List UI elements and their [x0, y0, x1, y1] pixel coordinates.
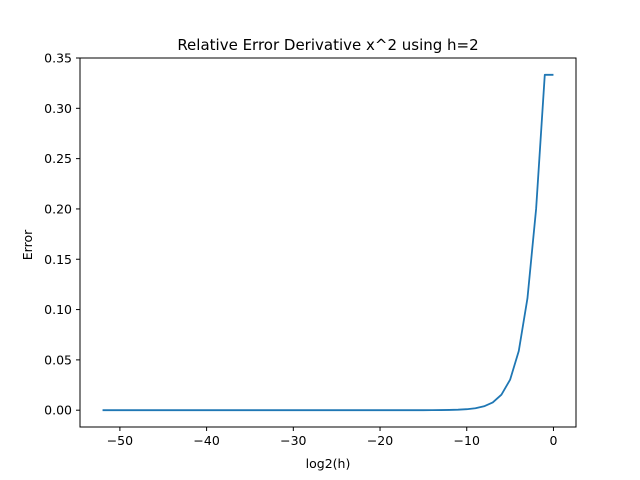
y-tick-label: 0.05 [44, 352, 72, 367]
x-tick-label: −10 [454, 433, 480, 448]
y-tick-label: 0.35 [44, 51, 72, 66]
y-tick-label: 0.30 [44, 101, 72, 116]
x-axis-label: log2(h) [306, 456, 351, 471]
x-tick-label: −50 [107, 433, 133, 448]
y-axis: 0.00 0.05 0.10 0.15 0.20 0.25 0.30 0.35 [44, 51, 80, 418]
y-tick-label: 0.10 [44, 302, 72, 317]
y-tick-label: 0.15 [44, 252, 72, 267]
plot-frame [79, 57, 577, 428]
y-axis-label: Error [20, 229, 35, 260]
x-tick-label: 0 [549, 433, 557, 448]
y-tick-label: 0.20 [44, 201, 72, 216]
x-tick-label: −40 [193, 433, 219, 448]
x-axis: −50 −40 −30 −20 −10 0 [107, 427, 557, 448]
y-tick-label: 0.00 [44, 403, 72, 418]
x-tick-label: −20 [367, 433, 393, 448]
series-line [102, 73, 554, 412]
plot-area [102, 73, 554, 412]
chart-title: Relative Error Derivative x^2 using h=2 [177, 36, 478, 54]
x-tick-label: −30 [280, 433, 306, 448]
y-tick-label: 0.25 [44, 151, 72, 166]
